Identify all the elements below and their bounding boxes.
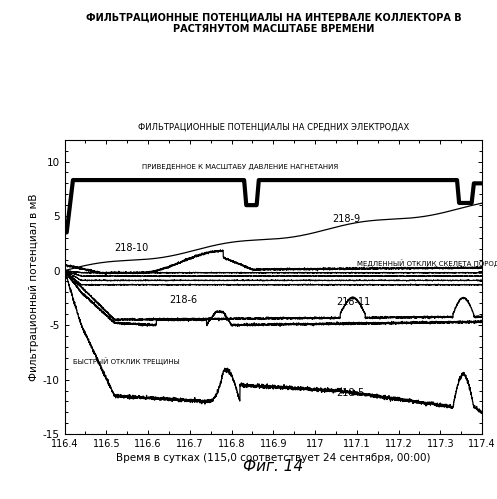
- Text: 218-10: 218-10: [115, 243, 149, 253]
- Text: Фиг. 14: Фиг. 14: [243, 459, 304, 474]
- Text: МЕДЛЕННЫЙ ОТКЛИК СКЕЛЕТА ПОРОДЫ: МЕДЛЕННЫЙ ОТКЛИК СКЕЛЕТА ПОРОДЫ: [357, 259, 497, 267]
- Text: ФИЛЬТРАЦИОННЫЕ ПОТЕНЦИАЛЫ НА СРЕДНИХ ЭЛЕКТРОДАХ: ФИЛЬТРАЦИОННЫЕ ПОТЕНЦИАЛЫ НА СРЕДНИХ ЭЛЕ…: [138, 122, 409, 131]
- X-axis label: Время в сутках (115,0 соответствует 24 сентября, 00:00): Время в сутках (115,0 соответствует 24 с…: [116, 453, 430, 463]
- Text: ФИЛЬТРАЦИОННЫЕ ПОТЕНЦИАЛЫ НА ИНТЕРВАЛЕ КОЛЛЕКТОРА В
РАСТЯНУТОМ МАСШТАБЕ ВРЕМЕНИ: ФИЛЬТРАЦИОННЫЕ ПОТЕНЦИАЛЫ НА ИНТЕРВАЛЕ К…: [85, 12, 461, 34]
- Text: 218-6: 218-6: [169, 295, 197, 305]
- Text: БЫСТРЫЙ ОТКЛИК ТРЕЩИНЫ: БЫСТРЫЙ ОТКЛИК ТРЕЩИНЫ: [73, 357, 180, 365]
- Text: ПРИВЕДЕННОЕ К МАСШТАБУ ДАВЛЕНИЕ НАГНЕТАНИЯ: ПРИВЕДЕННОЕ К МАСШТАБУ ДАВЛЕНИЕ НАГНЕТАН…: [142, 164, 338, 170]
- Y-axis label: Фильтрационный потенциал в мВ: Фильтрационный потенциал в мВ: [29, 193, 39, 381]
- Text: 218-11: 218-11: [336, 297, 370, 307]
- Text: 218-5: 218-5: [336, 388, 364, 398]
- Text: 218-9: 218-9: [332, 214, 360, 224]
